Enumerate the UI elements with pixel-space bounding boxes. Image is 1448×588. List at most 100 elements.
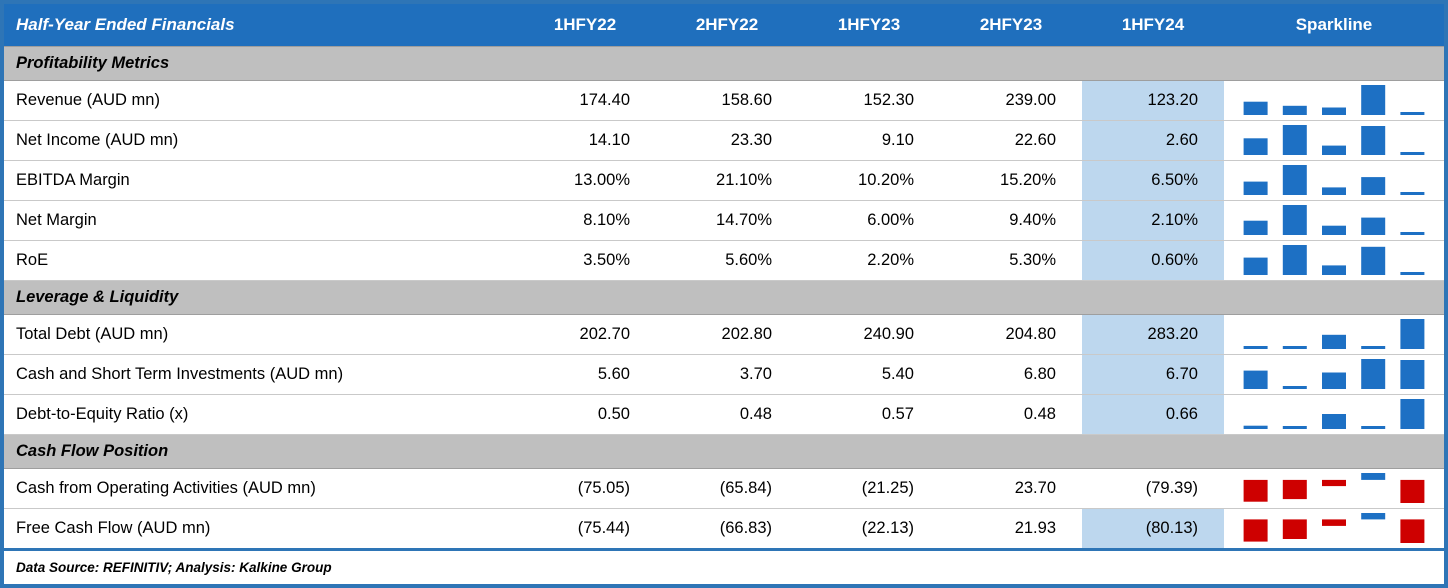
value-cell: 6.80 [940, 354, 1082, 395]
column-header-sparkline: Sparkline [1224, 4, 1444, 46]
sparkline-cell [1224, 354, 1444, 395]
value-cell-current: 283.20 [1082, 314, 1224, 355]
sparkline-cell [1224, 200, 1444, 241]
value-cell: 0.50 [514, 394, 656, 435]
value-cell: 240.90 [798, 314, 940, 355]
table-row-cash-operating: Cash from Operating Activities (AUD mn) … [4, 468, 1444, 509]
value-cell-current: 2.60 [1082, 120, 1224, 161]
sparkline-chart [1243, 513, 1425, 544]
value-cell: 3.70 [656, 354, 798, 395]
table-row-ebitda-margin: EBITDA Margin 13.00% 21.10% 10.20% 15.20… [4, 160, 1444, 201]
table-row-revenue: Revenue (AUD mn) 174.40 158.60 152.30 23… [4, 80, 1444, 121]
table-title: Half-Year Ended Financials [4, 4, 514, 46]
value-cell: 2.20% [798, 240, 940, 281]
table-row-total-debt: Total Debt (AUD mn) 202.70 202.80 240.90… [4, 314, 1444, 355]
table-row-debt-to-equity: Debt-to-Equity Ratio (x) 0.50 0.48 0.57 … [4, 394, 1444, 435]
column-header-2hfy23: 2HFY23 [940, 4, 1082, 46]
value-cell: 152.30 [798, 80, 940, 121]
table-header-row: Half-Year Ended Financials 1HFY22 2HFY22… [4, 4, 1444, 46]
value-cell: 23.30 [656, 120, 798, 161]
sparkline-chart [1243, 205, 1425, 235]
sparkline-chart [1243, 165, 1425, 195]
column-header-1hfy23: 1HFY23 [798, 4, 940, 46]
sparkline-cell [1224, 160, 1444, 201]
table-row-roe: RoE 3.50% 5.60% 2.20% 5.30% 0.60% [4, 240, 1444, 281]
source-note: Data Source: REFINITIV; Analysis: Kalkin… [4, 548, 1444, 584]
value-cell: 3.50% [514, 240, 656, 281]
column-header-1hfy22: 1HFY22 [514, 4, 656, 46]
column-header-2hfy22: 2HFY22 [656, 4, 798, 46]
value-cell: 239.00 [940, 80, 1082, 121]
value-cell: 5.60% [656, 240, 798, 281]
sparkline-cell [1224, 468, 1444, 509]
value-cell: 23.70 [940, 468, 1082, 509]
sparkline-chart [1243, 473, 1425, 503]
value-cell: 0.57 [798, 394, 940, 435]
value-cell: 0.48 [940, 394, 1082, 435]
sparkline-chart [1243, 125, 1425, 155]
column-header-1hfy24: 1HFY24 [1082, 4, 1224, 46]
value-cell: 22.60 [940, 120, 1082, 161]
value-cell-current: 2.10% [1082, 200, 1224, 241]
sparkline-cell [1224, 394, 1444, 435]
value-cell: 6.00% [798, 200, 940, 241]
value-cell: (75.44) [514, 508, 656, 548]
value-cell: (75.05) [514, 468, 656, 509]
section-row-cash-flow: Cash Flow Position [4, 433, 1444, 469]
value-cell: 0.48 [656, 394, 798, 435]
value-cell: 174.40 [514, 80, 656, 121]
section-row-leverage: Leverage & Liquidity [4, 279, 1444, 315]
metric-label: Revenue (AUD mn) [4, 80, 514, 121]
table-row-net-income: Net Income (AUD mn) 14.10 23.30 9.10 22.… [4, 120, 1444, 161]
value-cell: 21.93 [940, 508, 1082, 548]
metric-label: Net Margin [4, 200, 514, 241]
metric-label: Cash from Operating Activities (AUD mn) [4, 468, 514, 509]
financial-table: Half-Year Ended Financials 1HFY22 2HFY22… [4, 4, 1444, 548]
metric-label: Net Income (AUD mn) [4, 120, 514, 161]
value-cell: 15.20% [940, 160, 1082, 201]
metric-label: Debt-to-Equity Ratio (x) [4, 394, 514, 435]
table-row-net-margin: Net Margin 8.10% 14.70% 6.00% 9.40% 2.10… [4, 200, 1444, 241]
value-cell: 9.10 [798, 120, 940, 161]
value-cell: (21.25) [798, 468, 940, 509]
table-row-free-cash-flow: Free Cash Flow (AUD mn) (75.44) (66.83) … [4, 508, 1444, 548]
value-cell: 158.60 [656, 80, 798, 121]
value-cell-current: 6.50% [1082, 160, 1224, 201]
section-title: Leverage & Liquidity [4, 279, 1444, 315]
sparkline-cell [1224, 80, 1444, 121]
value-cell: 8.10% [514, 200, 656, 241]
section-row-profitability: Profitability Metrics [4, 45, 1444, 81]
value-cell: 14.70% [656, 200, 798, 241]
sparkline-cell [1224, 508, 1444, 548]
value-cell: 5.60 [514, 354, 656, 395]
value-cell-current: (80.13) [1082, 508, 1224, 548]
sparkline-chart [1243, 399, 1425, 429]
sparkline-cell [1224, 314, 1444, 355]
metric-label: RoE [4, 240, 514, 281]
metric-label: Free Cash Flow (AUD mn) [4, 508, 514, 548]
value-cell-current: 123.20 [1082, 80, 1224, 121]
sparkline-chart [1243, 319, 1425, 349]
sparkline-chart [1243, 245, 1425, 275]
value-cell: 10.20% [798, 160, 940, 201]
value-cell: (66.83) [656, 508, 798, 548]
sparkline-cell [1224, 120, 1444, 161]
metric-label: Cash and Short Term Investments (AUD mn) [4, 354, 514, 395]
value-cell-current: 0.60% [1082, 240, 1224, 281]
value-cell: 202.80 [656, 314, 798, 355]
value-cell: 5.30% [940, 240, 1082, 281]
metric-label: Total Debt (AUD mn) [4, 314, 514, 355]
value-cell: 204.80 [940, 314, 1082, 355]
sparkline-chart [1243, 359, 1425, 389]
sparkline-chart [1243, 85, 1425, 115]
section-title: Profitability Metrics [4, 45, 1444, 81]
value-cell-current: (79.39) [1082, 468, 1224, 509]
sparkline-cell [1224, 240, 1444, 281]
value-cell: 9.40% [940, 200, 1082, 241]
value-cell: (22.13) [798, 508, 940, 548]
value-cell: 202.70 [514, 314, 656, 355]
value-cell-current: 0.66 [1082, 394, 1224, 435]
value-cell: 5.40 [798, 354, 940, 395]
value-cell-current: 6.70 [1082, 354, 1224, 395]
